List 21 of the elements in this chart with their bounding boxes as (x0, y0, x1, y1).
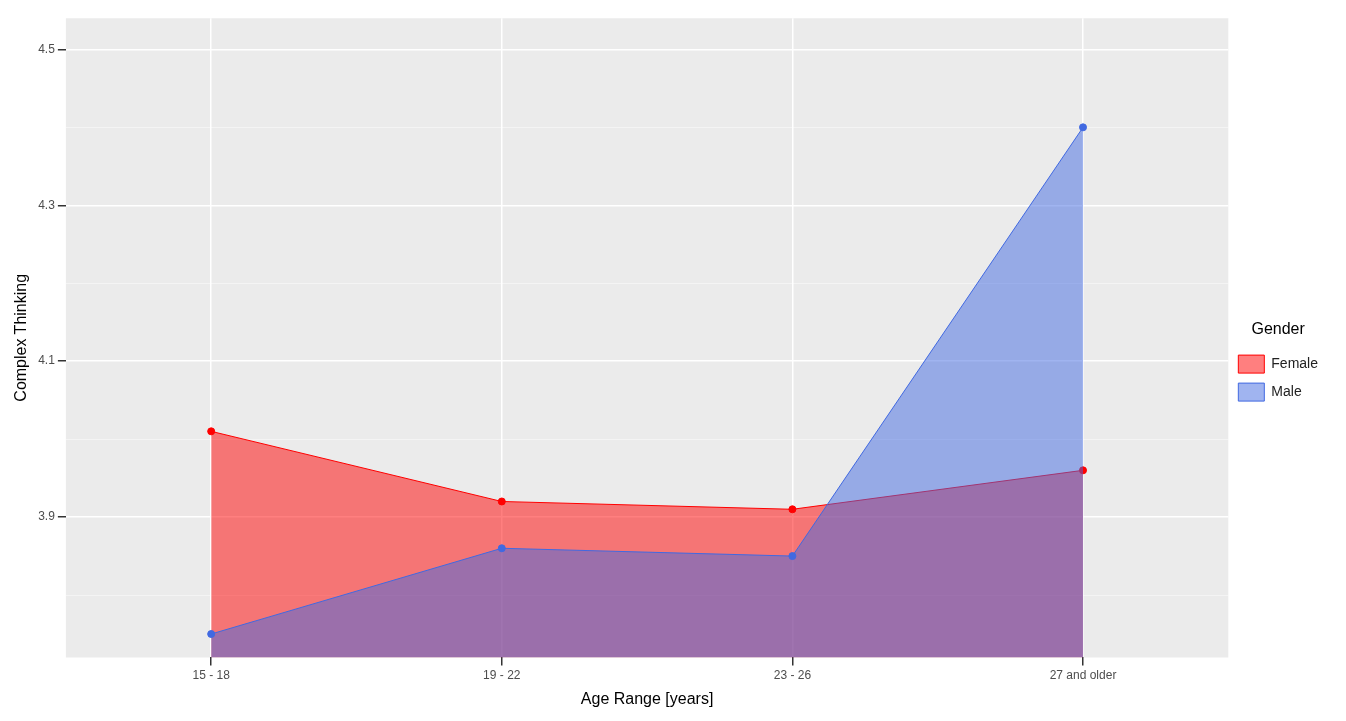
legend-label: Male (1271, 382, 1302, 399)
point (788, 552, 797, 561)
y-axis-title: Complex Thinking (12, 273, 30, 402)
point (207, 630, 216, 639)
point (497, 544, 506, 553)
y-tick-label: 3.9 (38, 509, 56, 524)
y-tick-label: 4.5 (38, 41, 56, 56)
point (788, 505, 797, 514)
y-tick-label: 4.3 (38, 197, 56, 212)
x-tick-label: 19 - 22 (483, 667, 521, 682)
point (207, 427, 216, 436)
y-tick-label: 4.1 (38, 353, 56, 368)
point (1079, 466, 1088, 475)
x-tick-label: 23 - 26 (773, 667, 812, 682)
x-axis-title: Age Range [years] (580, 689, 714, 707)
x-tick-label: 15 - 18 (192, 667, 231, 682)
point (497, 497, 506, 506)
legend-label: Female (1271, 354, 1319, 371)
x-tick-label: 27 and older (1049, 667, 1117, 682)
point (1079, 123, 1088, 132)
legend-title: Gender (1251, 320, 1306, 338)
